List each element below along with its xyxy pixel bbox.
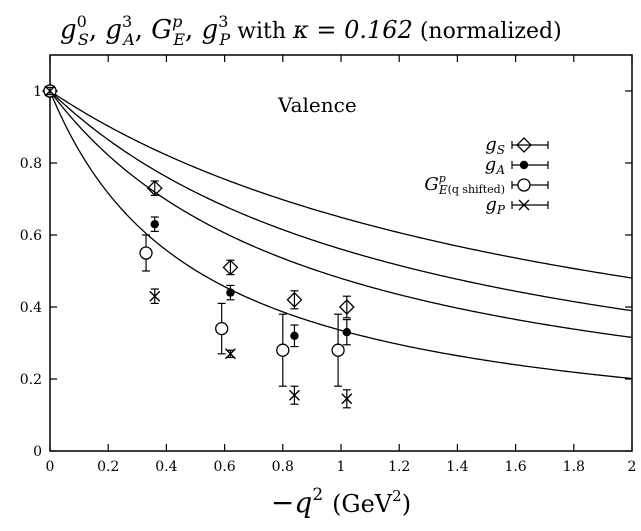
y-tick-label: 0.8 xyxy=(20,156,42,172)
data-point xyxy=(338,299,355,315)
x-tick-label: 0.6 xyxy=(213,459,235,475)
legend-marker xyxy=(519,160,529,170)
legend-label-ga: gA xyxy=(485,154,506,177)
legend-marker xyxy=(516,137,532,153)
y-tick-label: 0.6 xyxy=(20,228,42,244)
fit-curve xyxy=(49,90,633,339)
legend-symbol-ga xyxy=(511,160,549,170)
fit-curve xyxy=(49,90,633,312)
legend-marker xyxy=(518,199,530,211)
y-tick-label: 0.4 xyxy=(20,300,42,316)
legend-symbol-gs xyxy=(511,137,549,153)
legend-symbol-ge xyxy=(511,178,549,192)
y-tick-label: 0 xyxy=(33,444,42,460)
fit-curve xyxy=(49,90,633,279)
data-point xyxy=(222,259,239,276)
data-point xyxy=(150,220,159,229)
legend-symbol-gp xyxy=(511,199,549,211)
data-point xyxy=(139,246,153,260)
x-axis-label: −q2 (GeV2) xyxy=(271,485,411,519)
data-point xyxy=(226,288,235,297)
x-tick-label: 1.8 xyxy=(563,459,585,475)
chart-title: g0 S, g3 A, Gp E, g3 P with κ = 0.162 (norma… xyxy=(60,12,562,49)
data-point xyxy=(215,321,229,336)
legend-label-gs: gS xyxy=(485,134,505,157)
legend-label-ge: Gp E(q shifted) xyxy=(424,172,505,197)
y-tick-label: 0.2 xyxy=(20,372,42,388)
x-tick-label: 1.6 xyxy=(504,459,526,475)
legend: gS gA Gp E(q shifted) gP xyxy=(424,134,549,217)
data-point xyxy=(224,348,236,360)
fit-curve xyxy=(49,90,633,380)
x-tick-label: 0.2 xyxy=(97,459,119,475)
data-point xyxy=(286,291,303,308)
x-tick-label: 0.8 xyxy=(272,459,294,475)
valence-annotation: Valence xyxy=(277,93,357,117)
x-tick-label: 1.4 xyxy=(446,459,468,475)
x-tick-label: 2 xyxy=(628,459,637,475)
data-point xyxy=(290,331,299,340)
x-tick-label: 1.2 xyxy=(388,459,410,475)
data-point xyxy=(146,180,163,197)
x-tick-label: 0.4 xyxy=(155,459,177,475)
legend-marker xyxy=(517,178,531,192)
data-point xyxy=(288,389,300,401)
data-point xyxy=(149,290,161,302)
data-point xyxy=(341,393,353,405)
data-point xyxy=(44,85,56,97)
x-tick-label: 0 xyxy=(46,459,55,475)
data-point xyxy=(342,328,352,337)
data-point xyxy=(331,343,345,357)
data-point xyxy=(276,343,290,357)
x-tick-label: 1 xyxy=(337,459,346,475)
legend-label-gp: gP xyxy=(485,194,506,217)
y-tick-label: 1 xyxy=(33,84,42,100)
